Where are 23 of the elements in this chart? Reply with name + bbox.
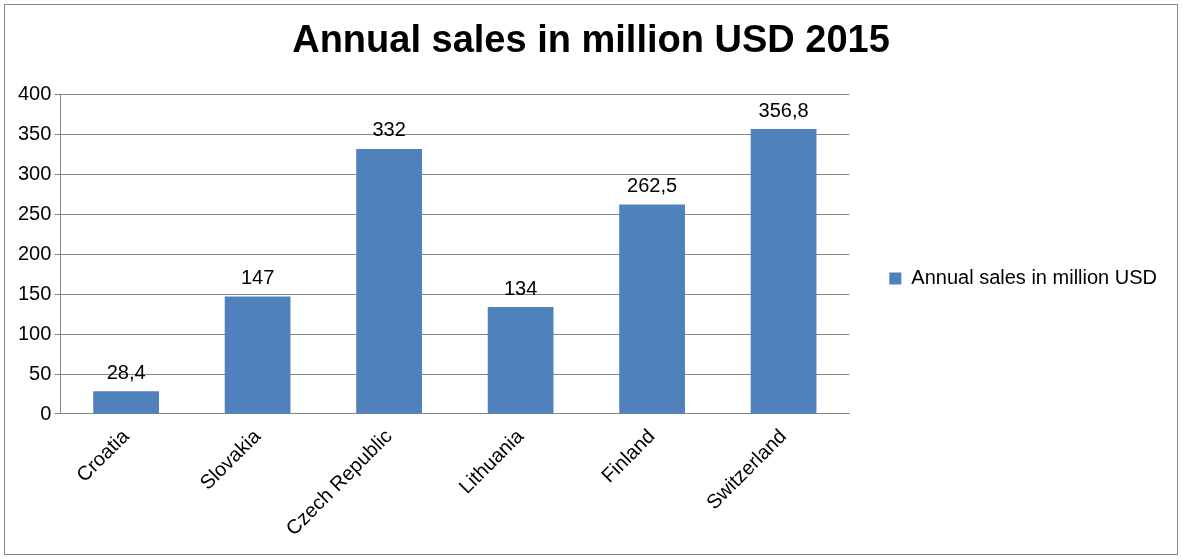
legend-label: Annual sales in million USD <box>911 266 1158 289</box>
data-label: 28,4 <box>106 360 146 383</box>
y-tick-label: 100 <box>17 321 52 344</box>
y-tick-label: 300 <box>17 161 52 184</box>
y-tick-label: 0 <box>40 401 52 424</box>
data-label: 147 <box>240 266 275 289</box>
y-tick-label: 400 <box>17 82 52 105</box>
bar <box>619 204 685 414</box>
bar <box>750 129 817 414</box>
bar <box>224 296 291 414</box>
data-label: 134 <box>503 276 538 299</box>
y-tick-label: 200 <box>17 241 52 264</box>
bar <box>487 306 554 414</box>
data-label: 262,5 <box>627 173 678 196</box>
y-tick-label: 150 <box>17 281 52 304</box>
y-tick-label: 50 <box>29 361 52 384</box>
chart-title: Annual sales in million USD 2015 <box>292 18 890 61</box>
bar <box>93 391 159 414</box>
data-label: 356,8 <box>758 98 809 121</box>
y-tick-label: 250 <box>17 201 52 224</box>
bar <box>356 148 422 414</box>
y-tick-label: 350 <box>17 122 52 145</box>
data-label: 332 <box>372 118 406 141</box>
